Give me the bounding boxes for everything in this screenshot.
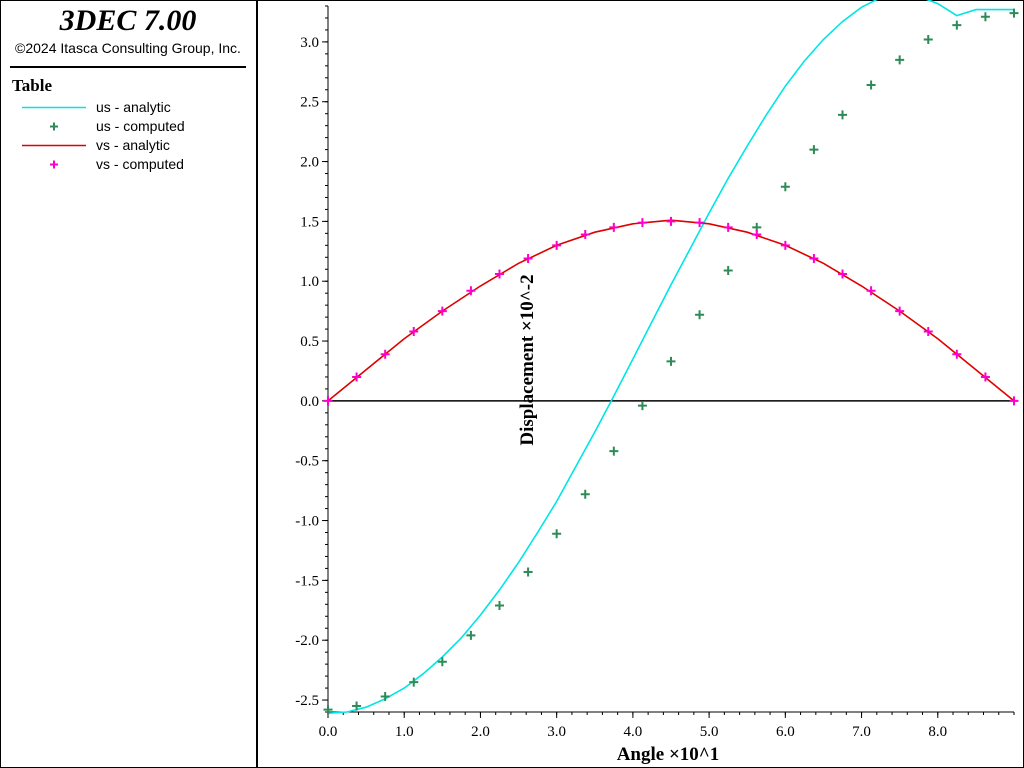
- legend-item-vs-computed: vs - computed: [0, 155, 256, 174]
- data-point-us-computed: [723, 265, 733, 275]
- data-point-vs-computed: [695, 218, 705, 228]
- data-point-us-computed: [695, 310, 705, 320]
- data-point-vs-computed: [780, 240, 790, 250]
- data-point-us-computed: [780, 182, 790, 192]
- series-line-vs-analytic: [327, 219, 1015, 402]
- y-tick-label: 2.0: [300, 155, 319, 171]
- legend-title: Table: [12, 76, 53, 95]
- data-point-us-computed: [609, 446, 619, 456]
- legend-label: vs - computed: [96, 156, 184, 172]
- y-tick-label: -2.5: [295, 693, 319, 709]
- legend-item-us-computed: us - computed: [0, 117, 256, 136]
- data-point-us-computed: [523, 567, 533, 577]
- data-point-vs-computed: [923, 326, 933, 336]
- data-point-us-computed: [838, 110, 847, 120]
- x-tick-label: 2.0: [471, 724, 490, 740]
- x-tick-label: 6.0: [776, 724, 795, 740]
- legend-item-us-analytic: us - analytic: [0, 98, 256, 117]
- y-tick-label: 3.0: [300, 35, 319, 51]
- data-point-us-computed: [1009, 8, 1019, 18]
- data-point-us-computed: [980, 12, 990, 22]
- data-point-us-computed: [495, 601, 504, 611]
- y-tick-label: 2.5: [300, 95, 319, 111]
- y-tick-label: 0.0: [300, 394, 319, 410]
- copyright-text: ©2024 Itasca Consulting Group, Inc.: [15, 40, 241, 56]
- data-point-us-computed: [895, 55, 905, 65]
- panel-divider: [256, 0, 258, 768]
- x-tick-label: 8.0: [928, 724, 947, 740]
- data-point-us-computed: [923, 35, 933, 45]
- displacement-chart: -2.5 -2.0 -1.5 -1.0 -0.5 0.0 0.5 1.0 1.5 2.0 2.5 3.…: [295, 0, 1019, 765]
- x-tick-label: 4.0: [624, 724, 643, 740]
- axes: -2.5 -2.0 -1.5 -1.0 -0.5 0.0 0.5 1.0 1.5 2.0 2.5 3.…: [295, 5, 1015, 740]
- data-point-us-computed: [437, 657, 447, 667]
- data-point-vs-computed: [666, 216, 676, 226]
- data-point-vs-computed: [552, 240, 562, 250]
- y-tick-label: -0.5: [295, 454, 319, 470]
- data-point-vs-computed: [609, 222, 619, 232]
- y-tick-label: 0.5: [300, 334, 319, 350]
- data-point-us-computed: [809, 145, 819, 155]
- y-tick-label: 1.5: [300, 214, 319, 230]
- red-line-swatch-icon: [22, 144, 86, 147]
- magenta-plus-marker-icon: [50, 160, 58, 169]
- y-tick-label: 1.0: [300, 274, 319, 290]
- cyan-line-swatch-icon: [22, 106, 86, 109]
- data-point-vs-computed: [409, 326, 419, 336]
- data-point-us-computed: [323, 705, 333, 715]
- x-tick-label: 5.0: [700, 724, 719, 740]
- data-point-us-computed: [466, 630, 476, 640]
- data-point-us-computed: [580, 489, 590, 499]
- data-point-vs-computed: [1009, 396, 1019, 406]
- data-point-vs-computed: [838, 269, 847, 279]
- data-point-us-computed: [552, 529, 562, 539]
- data-point-vs-computed: [809, 253, 819, 263]
- data-point-vs-computed: [352, 372, 362, 382]
- data-point-us-computed: [637, 401, 647, 411]
- data-point-vs-computed: [580, 230, 590, 240]
- data-point-us-computed: [866, 80, 876, 90]
- data-point-vs-computed: [466, 286, 476, 296]
- legend-item-vs-analytic: vs - analytic: [0, 136, 256, 155]
- data-point-vs-computed: [895, 306, 905, 316]
- data-point-vs-computed: [866, 286, 876, 296]
- data-point-vs-computed: [523, 253, 533, 263]
- data-point-us-computed: [666, 356, 676, 366]
- x-tick-label: 7.0: [852, 724, 871, 740]
- data-point-vs-computed: [380, 349, 390, 359]
- data-point-vs-computed: [323, 396, 333, 406]
- data-point-vs-computed: [952, 349, 962, 359]
- app-title: 3DEC 7.00: [59, 4, 197, 37]
- data-point-vs-computed: [752, 230, 762, 240]
- data-point-us-computed: [352, 701, 362, 711]
- x-tick-label: 1.0: [395, 724, 414, 740]
- legend-label: us - computed: [96, 118, 185, 134]
- x-axis-title: Angle ×10^1: [617, 744, 720, 765]
- data-point-us-computed: [380, 691, 390, 701]
- x-tick-label: 3.0: [547, 724, 566, 740]
- data-point-us-computed: [409, 677, 419, 687]
- y-tick-label: -2.0: [295, 633, 319, 649]
- series-line-us-analytic: [327, 0, 1014, 714]
- series-layer: [323, 0, 1019, 715]
- x-tick-label: 0.0: [319, 724, 338, 740]
- legend-label: vs - analytic: [96, 137, 170, 153]
- data-point-vs-computed: [723, 222, 733, 232]
- legend-label: us - analytic: [96, 99, 171, 115]
- y-tick-label: -1.0: [295, 514, 319, 530]
- data-point-vs-computed: [437, 306, 447, 316]
- data-point-vs-computed: [495, 269, 504, 279]
- data-point-vs-computed: [637, 218, 647, 228]
- data-point-us-computed: [952, 20, 962, 30]
- y-tick-label: -1.5: [295, 573, 319, 589]
- title-separator: [10, 66, 246, 68]
- legend-panel: 3DEC 7.00 ©2024 Itasca Consulting Group,…: [0, 0, 256, 768]
- green-plus-marker-icon: [50, 122, 58, 131]
- y-axis-title: Displacement ×10^-2: [517, 274, 538, 445]
- data-point-vs-computed: [980, 372, 990, 382]
